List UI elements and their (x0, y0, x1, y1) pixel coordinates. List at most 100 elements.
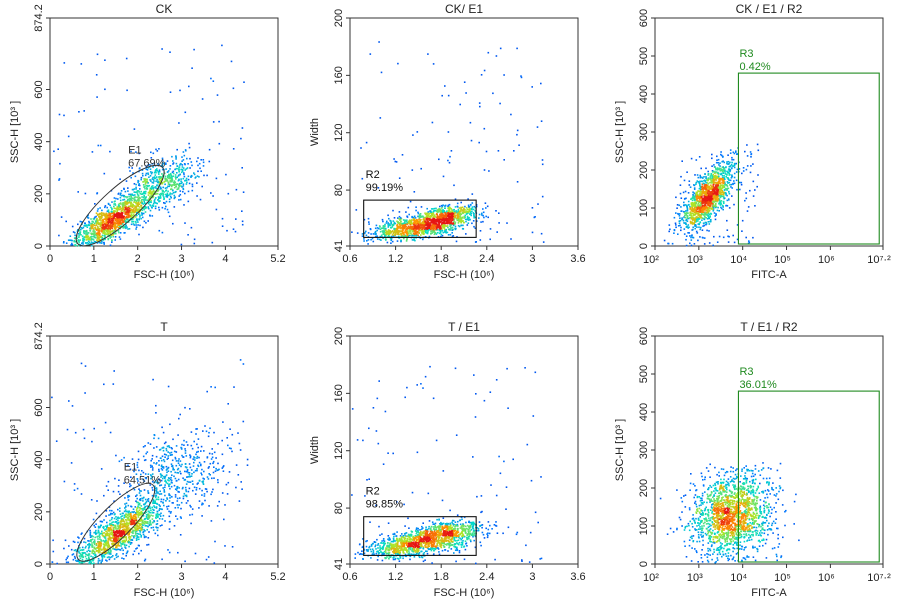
data-point (109, 226, 112, 228)
data-point (406, 223, 409, 225)
data-point (699, 215, 701, 217)
data-point (421, 228, 423, 231)
data-point (161, 157, 164, 160)
data-point (100, 222, 102, 224)
data-point (393, 222, 396, 225)
data-point (148, 197, 151, 200)
data-point (175, 158, 177, 160)
data-point (506, 222, 508, 224)
y-tick-label: 41 (333, 240, 345, 252)
data-point (376, 229, 378, 232)
data-point (711, 153, 713, 156)
data-point (90, 237, 93, 240)
data-point (134, 201, 137, 204)
data-point (703, 243, 706, 245)
data-point (194, 177, 197, 179)
data-point (444, 220, 446, 222)
data-point (84, 230, 87, 233)
data-point (731, 195, 733, 197)
data-point (53, 150, 55, 153)
data-point (159, 186, 162, 188)
data-point (708, 230, 710, 232)
data-point (431, 220, 433, 222)
data-point (693, 188, 696, 190)
scatter-points (663, 143, 760, 247)
data-point (112, 222, 115, 224)
data-point (693, 205, 695, 207)
data-point (715, 179, 718, 181)
data-point (102, 239, 104, 241)
data-point (106, 224, 109, 227)
data-point (178, 199, 180, 201)
data-point (126, 212, 129, 215)
data-point (459, 213, 461, 215)
data-point (438, 221, 441, 224)
data-point (85, 229, 88, 232)
x-tick-label: 10⁴ (730, 254, 747, 266)
data-point (136, 192, 139, 194)
data-point (423, 217, 425, 220)
data-point (145, 206, 147, 209)
data-point (723, 161, 725, 164)
data-point (227, 192, 230, 195)
data-point (152, 178, 155, 181)
data-point (708, 186, 711, 189)
data-point (146, 188, 148, 190)
data-point (694, 206, 696, 209)
data-point (172, 222, 174, 225)
data-point (698, 187, 701, 190)
data-point (87, 232, 89, 234)
data-point (196, 175, 199, 177)
data-point (186, 181, 188, 184)
data-point (186, 157, 188, 160)
data-point (132, 208, 134, 211)
data-point (181, 166, 184, 168)
data-point (713, 170, 715, 173)
data-point (701, 188, 704, 190)
data-point (117, 213, 120, 215)
data-point (95, 219, 98, 222)
data-point (439, 213, 441, 216)
data-point (114, 236, 117, 238)
data-point (148, 192, 151, 195)
data-point (108, 232, 110, 235)
data-point (442, 209, 444, 211)
data-point (442, 204, 444, 206)
data-point (401, 227, 403, 229)
data-point (379, 226, 381, 228)
data-point (127, 221, 130, 223)
data-point (121, 214, 123, 217)
data-point (113, 205, 115, 208)
data-point (184, 192, 186, 195)
data-point (210, 77, 212, 80)
data-point (694, 220, 696, 222)
data-point (690, 217, 693, 220)
data-point (232, 228, 235, 230)
data-point (178, 169, 180, 171)
data-point (116, 226, 119, 228)
data-point (679, 224, 681, 227)
data-point (436, 219, 438, 221)
data-point (423, 225, 425, 228)
data-point (165, 163, 167, 165)
data-point (536, 126, 539, 128)
data-point (173, 196, 176, 199)
data-point (495, 55, 498, 57)
data-point (400, 223, 403, 225)
data-point (702, 199, 705, 202)
data-point (149, 201, 151, 203)
data-point (406, 219, 408, 221)
data-point (484, 202, 487, 204)
data-point (98, 219, 101, 221)
data-point (699, 228, 701, 231)
data-point (684, 216, 687, 219)
data-point (173, 206, 176, 208)
gate-percent: 67.69% (128, 158, 166, 170)
data-point (735, 171, 738, 173)
data-point (114, 219, 117, 221)
data-point (92, 221, 94, 223)
gate-name: E1 (128, 145, 141, 157)
data-point (107, 215, 110, 217)
data-point (167, 194, 170, 196)
data-point (121, 219, 124, 221)
